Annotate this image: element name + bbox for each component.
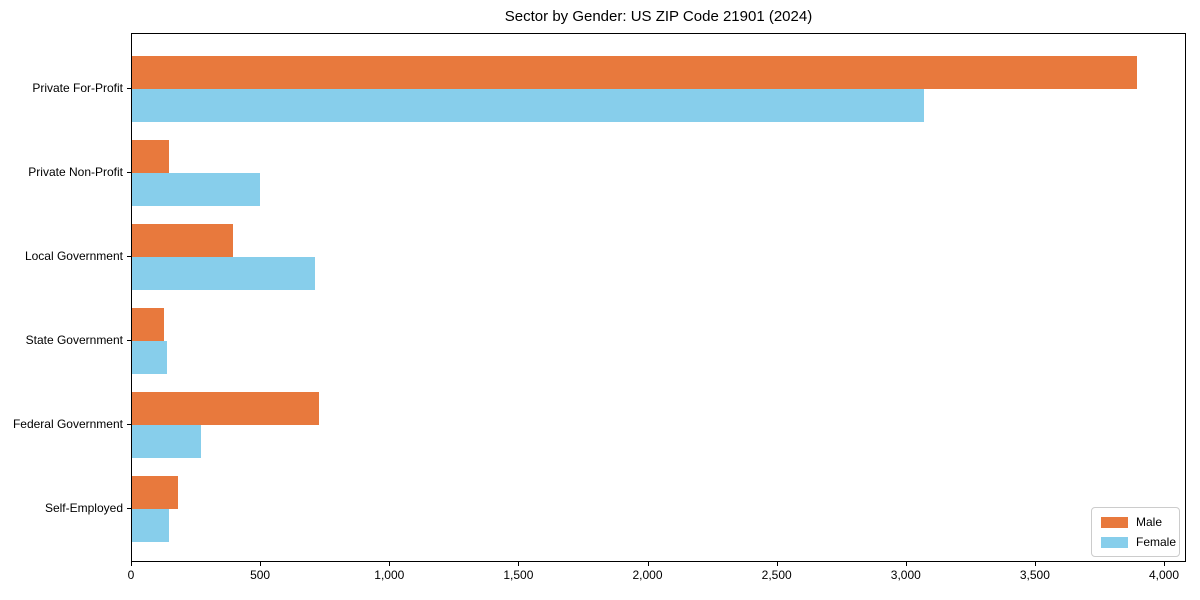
x-tick-mark bbox=[647, 562, 649, 566]
bar-male-private-non-profit bbox=[132, 140, 170, 173]
legend-label-male: Male bbox=[1136, 515, 1163, 529]
y-tick-mark bbox=[127, 256, 131, 257]
x-tick-label: 1,000 bbox=[374, 568, 405, 582]
legend-label-female: Female bbox=[1136, 535, 1177, 549]
bar-female-local-government bbox=[132, 257, 316, 290]
x-tick-mark bbox=[389, 562, 391, 566]
chart-title: Sector by Gender: US ZIP Code 21901 (202… bbox=[504, 8, 813, 25]
y-tick-mark bbox=[127, 172, 131, 173]
bar-female-self-employed bbox=[132, 509, 169, 542]
x-tick-mark bbox=[518, 562, 520, 566]
legend-entry-male: Male bbox=[1101, 514, 1170, 530]
y-tick-mark bbox=[127, 88, 131, 89]
y-tick-label-federal-government: Federal Government bbox=[12, 417, 123, 431]
legend-swatch-male bbox=[1101, 516, 1128, 528]
x-tick-mark bbox=[1164, 562, 1165, 566]
x-tick-mark bbox=[131, 562, 132, 566]
legend-swatch-female bbox=[1101, 536, 1128, 548]
x-tick-label: 3,500 bbox=[1019, 568, 1050, 582]
y-tick-mark bbox=[127, 424, 131, 425]
y-tick-label-self-employed: Self-Employed bbox=[44, 501, 123, 515]
y-tick-label-local-government: Local Government bbox=[24, 249, 123, 263]
bar-male-local-government bbox=[132, 224, 233, 257]
bar-female-state-government bbox=[132, 341, 168, 374]
x-tick-mark bbox=[1034, 562, 1036, 566]
bar-female-private-non-profit bbox=[132, 173, 260, 206]
x-tick-mark bbox=[260, 562, 262, 566]
x-tick-mark bbox=[905, 562, 907, 566]
x-tick-label: 1,500 bbox=[503, 568, 534, 582]
legend-entry-female: Female bbox=[1101, 534, 1176, 550]
y-tick-label-state-government: State Government bbox=[25, 333, 123, 347]
y-tick-label-private-non-profit: Private Non-Profit bbox=[28, 165, 123, 179]
bar-female-private-for-profit bbox=[132, 89, 924, 122]
bar-male-state-government bbox=[132, 308, 164, 341]
legend: Male Female bbox=[1091, 507, 1180, 557]
y-tick-mark bbox=[127, 340, 131, 341]
x-tick-label: 3,000 bbox=[890, 568, 921, 582]
x-tick-mark bbox=[776, 562, 778, 566]
bar-male-private-for-profit bbox=[132, 56, 1137, 89]
x-tick-label: 2,500 bbox=[761, 568, 792, 582]
x-tick-label: 4,000 bbox=[1148, 568, 1180, 582]
bar-male-federal-government bbox=[132, 392, 319, 425]
y-tick-label-private-for-profit: Private For-Profit bbox=[32, 81, 123, 95]
x-tick-label: 2,000 bbox=[632, 568, 663, 582]
x-tick-label: 500 bbox=[250, 568, 271, 582]
x-tick-label: 0 bbox=[127, 568, 135, 582]
y-tick-mark bbox=[127, 508, 131, 509]
plot-area: Male Female bbox=[131, 33, 1186, 562]
bar-male-self-employed bbox=[132, 476, 178, 509]
bar-female-federal-government bbox=[132, 425, 201, 458]
